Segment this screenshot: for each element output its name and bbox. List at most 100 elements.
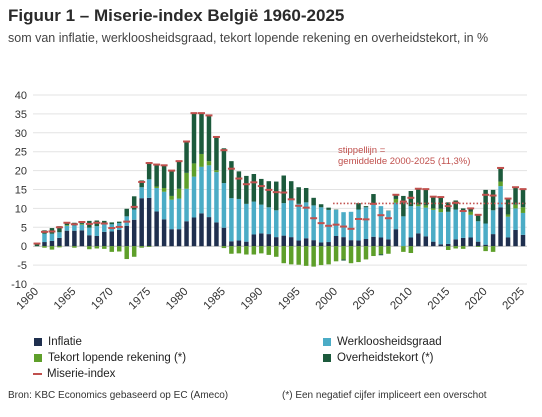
bar-tekort-lopende-rekening bbox=[348, 246, 354, 264]
bar-tekort-lopende-rekening bbox=[378, 246, 384, 255]
bar-werkloosheidsgraad bbox=[483, 223, 488, 245]
bar-inflatie bbox=[333, 235, 339, 247]
bar-inflatie bbox=[505, 237, 511, 247]
bar-inflatie bbox=[498, 207, 503, 247]
bar-overheidstekort bbox=[378, 254, 384, 256]
bar-inflatie bbox=[393, 229, 399, 247]
bar-werkloosheidsgraad bbox=[154, 187, 159, 212]
y-tick-label: 0 bbox=[21, 241, 27, 253]
bar-tekort-lopende-rekening bbox=[154, 186, 159, 188]
bar-werkloosheidsgraad bbox=[393, 202, 399, 230]
bar-tekort-lopende-rekening bbox=[475, 246, 481, 247]
bar-tekort-lopende-rekening bbox=[445, 246, 451, 250]
bar-inflatie bbox=[206, 217, 212, 247]
bar-tekort-lopende-rekening bbox=[356, 246, 361, 263]
bar-inflatie bbox=[229, 241, 234, 247]
bar-inflatie bbox=[57, 237, 62, 247]
bar-overheidstekort bbox=[423, 189, 429, 206]
legend-label-miserie-index: Miserie-index bbox=[47, 368, 116, 380]
bar-inflatie bbox=[363, 239, 369, 247]
bar-werkloosheidsgraad bbox=[87, 227, 92, 236]
bar-werkloosheidsgraad bbox=[49, 233, 55, 241]
bar-inflatie bbox=[214, 222, 219, 247]
bar-inflatie bbox=[154, 211, 159, 247]
bar-inflatie bbox=[311, 240, 316, 247]
legend-swatch-werkloosheidsgraad bbox=[323, 338, 331, 346]
bar-werkloosheidsgraad bbox=[244, 203, 249, 242]
bar-werkloosheidsgraad bbox=[214, 172, 219, 223]
legend-item-miserie-index: Miserie-index bbox=[33, 368, 115, 380]
bar-overheidstekort bbox=[259, 178, 264, 205]
bar-werkloosheidsgraad bbox=[333, 209, 339, 236]
bar-overheidstekort bbox=[236, 171, 242, 199]
bar-tekort-lopende-rekening bbox=[169, 195, 174, 200]
bar-overheidstekort bbox=[513, 187, 518, 205]
bar-tekort-lopende-rekening bbox=[117, 246, 122, 252]
bar-tekort-lopende-rekening bbox=[139, 246, 144, 248]
bar-inflatie bbox=[259, 233, 264, 247]
bar-werkloosheidsgraad bbox=[303, 202, 309, 239]
bar-inflatie bbox=[139, 198, 144, 247]
x-tick-label: 2020 bbox=[463, 286, 490, 313]
bar-overheidstekort bbox=[109, 222, 115, 225]
bar-tekort-lopende-rekening bbox=[236, 246, 242, 254]
bar-werkloosheidsgraad bbox=[146, 179, 152, 198]
bar-werkloosheidsgraad bbox=[79, 224, 85, 231]
legend-label-werkloosheidsgraad: Werkloosheidsgraad bbox=[337, 336, 442, 348]
bar-tekort-lopende-rekening bbox=[214, 170, 219, 173]
y-tick-label: 5 bbox=[21, 222, 27, 234]
bar-werkloosheidsgraad bbox=[490, 210, 496, 235]
bar-tekort-lopende-rekening bbox=[266, 246, 272, 255]
bar-werkloosheidsgraad bbox=[64, 225, 70, 231]
bar-tekort-lopende-rekening bbox=[87, 246, 92, 250]
bar-werkloosheidsgraad bbox=[468, 214, 473, 238]
x-tick-label: 1970 bbox=[89, 286, 116, 313]
bar-tekort-lopende-rekening bbox=[199, 153, 204, 167]
bar-tekort-lopende-rekening bbox=[64, 225, 70, 226]
legend-item-tekort-lopende-rekening: Tekort lopende rekening (*) bbox=[34, 352, 186, 364]
bar-werkloosheidsgraad bbox=[341, 212, 346, 238]
bar-tekort-lopende-rekening bbox=[468, 211, 473, 215]
bar-inflatie bbox=[348, 240, 354, 247]
bar-overheidstekort bbox=[468, 208, 473, 212]
x-tick-label: 1990 bbox=[239, 286, 266, 313]
bar-inflatie bbox=[42, 242, 47, 247]
bar-werkloosheidsgraad bbox=[311, 205, 316, 241]
bar-tekort-lopende-rekening bbox=[408, 246, 414, 254]
bar-inflatie bbox=[79, 230, 85, 247]
bar-overheidstekort bbox=[326, 207, 331, 210]
bar-werkloosheidsgraad bbox=[139, 187, 144, 199]
bar-werkloosheidsgraad bbox=[274, 210, 279, 238]
legend-label-overheidstekort: Overheidstekort (*) bbox=[337, 352, 434, 364]
bar-tekort-lopende-rekening bbox=[326, 246, 331, 265]
bar-inflatie bbox=[520, 234, 526, 247]
y-tick-label: 15 bbox=[15, 185, 27, 197]
bar-inflatie bbox=[416, 233, 421, 247]
bar-tekort-lopende-rekening bbox=[296, 246, 301, 265]
bar-tekort-lopende-rekening bbox=[206, 161, 212, 166]
bar-werkloosheidsgraad bbox=[236, 198, 242, 241]
bar-werkloosheidsgraad bbox=[229, 198, 234, 242]
x-tick-label: 2000 bbox=[314, 286, 341, 313]
bar-tekort-lopende-rekening bbox=[251, 246, 257, 255]
bar-overheidstekort bbox=[244, 175, 249, 204]
bar-inflatie bbox=[49, 240, 55, 247]
bar-overheidstekort bbox=[416, 188, 421, 205]
legend-swatch-overheidstekort bbox=[323, 354, 331, 362]
bar-inflatie bbox=[161, 219, 167, 247]
bar-werkloosheidsgraad bbox=[416, 206, 421, 234]
y-tick-label: 35 bbox=[15, 109, 27, 121]
y-tick-label: -5 bbox=[17, 260, 27, 272]
bar-tekort-lopende-rekening bbox=[341, 246, 346, 260]
bar-werkloosheidsgraad bbox=[348, 211, 354, 241]
bar-overheidstekort bbox=[64, 222, 70, 226]
chart-title: Figuur 1 – Miserie-index België 1960-202… bbox=[8, 6, 345, 25]
bar-inflatie bbox=[124, 225, 129, 247]
bar-overheidstekort bbox=[102, 220, 107, 224]
x-tick-label: 1975 bbox=[127, 286, 154, 313]
bar-werkloosheidsgraad bbox=[513, 208, 518, 230]
bar-overheidstekort bbox=[520, 189, 526, 208]
bar-tekort-lopende-rekening bbox=[393, 198, 399, 203]
x-tick-label: 1965 bbox=[52, 286, 79, 313]
bar-inflatie bbox=[64, 230, 70, 247]
